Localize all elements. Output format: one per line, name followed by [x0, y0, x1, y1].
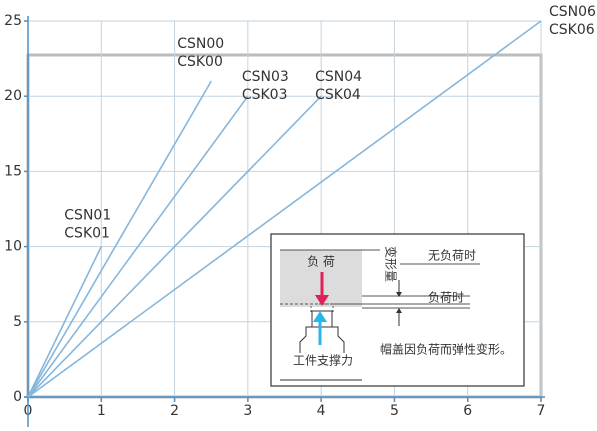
x-tick-label: 7 — [537, 403, 546, 419]
load-label: 负 荷 — [307, 255, 335, 269]
series-line — [27, 20, 542, 398]
y-tick-label: 20 — [4, 88, 22, 104]
series-label: CSK03 — [242, 87, 288, 103]
y-tick-label: 5 — [13, 314, 22, 330]
series-label: CSN00 — [177, 36, 224, 52]
series-label: CSN04 — [315, 69, 362, 85]
support-label: 工件支撑力 — [293, 353, 353, 368]
series-line — [27, 80, 212, 398]
deform-arrow-top-head — [396, 292, 402, 297]
y-tick-label: 0 — [13, 389, 22, 405]
series-label: CSN01 — [64, 208, 111, 224]
deform-arrow-bottom-head — [396, 308, 402, 313]
x-tick-label: 2 — [170, 403, 179, 419]
series-label: CSN06 — [549, 4, 596, 20]
series-label: CSK00 — [177, 54, 223, 70]
x-tick-label: 3 — [243, 403, 252, 419]
series-line — [27, 246, 103, 398]
x-tick-label: 6 — [463, 403, 472, 419]
y-tick-label: 15 — [4, 163, 22, 179]
series-line — [27, 95, 249, 398]
no-load-label: 无负荷时 — [428, 249, 476, 263]
under-load-label: 负荷时 — [428, 291, 464, 305]
deform-label: 变形量 — [384, 246, 399, 282]
inset-diagram: 负 荷 工件支撑力 变形量 无负荷时 负荷时 帽盖因负荷而弹性变形。 — [270, 233, 525, 387]
series-label: CSN03 — [242, 69, 289, 85]
x-tick-label: 5 — [390, 403, 399, 419]
note: 帽盖因负荷而弹性变形。 — [380, 342, 512, 357]
series-label: CSK04 — [315, 87, 361, 103]
y-tick-label: 10 — [4, 239, 22, 255]
series-label: CSK01 — [64, 226, 110, 242]
support-arrow-head — [313, 311, 327, 322]
series-line — [27, 95, 322, 398]
x-tick-label: 1 — [97, 403, 106, 419]
load-arrow-head — [315, 295, 329, 306]
y-tick-label: 25 — [4, 13, 22, 29]
series-label: CSK06 — [549, 22, 595, 38]
x-tick-label: 4 — [317, 403, 326, 419]
support-label-bg — [290, 353, 356, 369]
